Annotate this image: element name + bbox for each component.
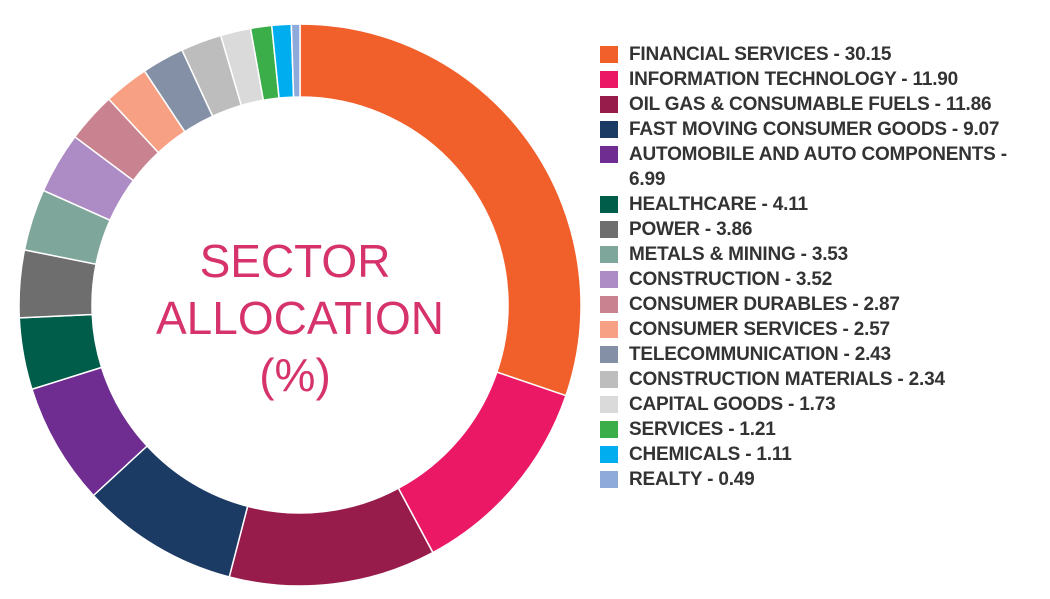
slice-realty — [290, 23, 301, 98]
legend-swatch — [600, 46, 618, 63]
legend-label: AUTOMOBILE AND AUTO COMPONENTS - 6.99 — [629, 144, 1007, 190]
legend-swatch — [600, 121, 618, 138]
legend-item-telecommunication: TELECOMMUNICATION - 2.43 — [600, 342, 1045, 367]
legend-label: CONSUMER SERVICES - 2.57 — [629, 319, 890, 340]
legend-label: METALS & MINING - 3.53 — [629, 244, 849, 265]
legend-swatch — [600, 446, 618, 463]
legend-label: CHEMICALS - 1.11 — [629, 444, 792, 465]
legend-label: CAPITAL GOODS - 1.73 — [629, 394, 836, 415]
legend-item-realty: REALTY - 0.49 — [600, 467, 1045, 492]
legend-label: REALTY - 0.49 — [629, 469, 755, 490]
legend-item-healthcare: HEALTHCARE - 4.11 — [600, 192, 1045, 217]
legend-item-information-technology: INFORMATION TECHNOLOGY - 11.90 — [600, 67, 1045, 92]
legend-swatch — [600, 246, 618, 263]
donut-slices — [18, 23, 582, 587]
legend-label: SERVICES - 1.21 — [629, 419, 776, 440]
legend-item-construction: CONSTRUCTION - 3.52 — [600, 267, 1045, 292]
legend-swatch — [600, 371, 618, 388]
slice-oil-gas-consumable-fuels — [228, 487, 434, 587]
legend-label: CONSUMER DURABLES - 2.87 — [629, 294, 900, 315]
legend-item-services: SERVICES - 1.21 — [600, 417, 1045, 442]
legend-label: FAST MOVING CONSUMER GOODS - 9.07 — [629, 119, 1000, 140]
legend-swatch — [600, 321, 618, 338]
legend-item-power: POWER - 3.86 — [600, 217, 1045, 242]
legend-item-fast-moving-consumer-goods: FAST MOVING CONSUMER GOODS - 9.07 — [600, 117, 1045, 142]
legend-swatch — [600, 71, 618, 88]
legend-swatch — [600, 221, 618, 238]
slice-financial-services — [299, 23, 582, 397]
chart-title-line-3: (%) — [259, 349, 331, 401]
legend-item-construction-materials: CONSTRUCTION MATERIALS - 2.34 — [600, 367, 1045, 392]
legend-item-chemicals: CHEMICALS - 1.11 — [600, 442, 1045, 467]
legend-label: HEALTHCARE - 4.11 — [629, 194, 808, 215]
legend-swatch — [600, 146, 618, 163]
chart-legend: FINANCIAL SERVICES - 30.15 INFORMATION TE… — [600, 42, 1045, 492]
legend-label: POWER - 3.86 — [629, 219, 753, 240]
legend-swatch — [600, 271, 618, 288]
legend-swatch — [600, 96, 618, 113]
legend-item-financial-services: FINANCIAL SERVICES - 30.15 — [600, 42, 1045, 67]
legend-swatch — [600, 471, 618, 488]
legend-swatch — [600, 296, 618, 313]
legend-item-oil-gas-consumable-fuels: OIL GAS & CONSUMABLE FUELS - 11.86 — [600, 92, 1045, 117]
legend-item-consumer-services: CONSUMER SERVICES - 2.57 — [600, 317, 1045, 342]
slice-information-technology — [397, 371, 567, 554]
legend-item-metals-mining: METALS & MINING - 3.53 — [600, 242, 1045, 267]
legend-label: FINANCIAL SERVICES - 30.15 — [629, 44, 892, 65]
donut-chart: SECTOR ALLOCATION (%) — [18, 23, 582, 587]
legend-label: INFORMATION TECHNOLOGY - 11.90 — [629, 69, 959, 90]
legend-swatch — [600, 421, 618, 438]
legend-label: CONSTRUCTION MATERIALS - 2.34 — [629, 369, 945, 390]
legend-swatch — [600, 396, 618, 413]
legend-label: CONSTRUCTION - 3.52 — [629, 269, 833, 290]
legend-item-capital-goods: CAPITAL GOODS - 1.73 — [600, 392, 1045, 417]
chart-title-line-1: SECTOR — [200, 235, 391, 287]
legend-label: TELECOMMUNICATION - 2.43 — [629, 344, 891, 365]
legend-item-consumer-durables: CONSUMER DURABLES - 2.87 — [600, 292, 1045, 317]
legend-item-automobile-and-auto-components: AUTOMOBILE AND AUTO COMPONENTS - 6.99 — [600, 142, 1045, 192]
legend-swatch — [600, 196, 618, 213]
legend-swatch — [600, 346, 618, 363]
legend-label: OIL GAS & CONSUMABLE FUELS - 11.86 — [629, 94, 992, 115]
chart-title-line-2: ALLOCATION — [156, 292, 444, 344]
